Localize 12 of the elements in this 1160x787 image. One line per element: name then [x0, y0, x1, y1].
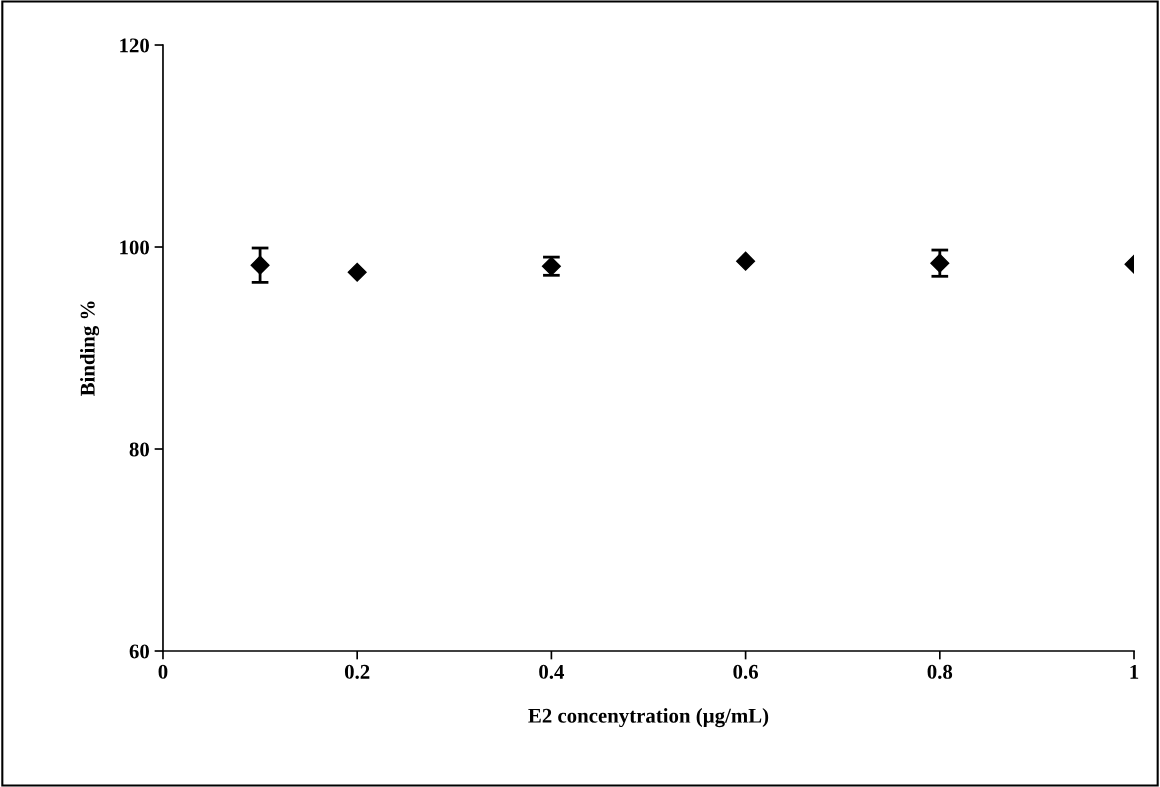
x-tick-label: 0.2 [344, 664, 370, 679]
x-tick-label: 0 [158, 664, 168, 679]
x-tick-label: 0.8 [927, 664, 953, 679]
x-tick-label: 0.4 [539, 664, 565, 679]
x-tick-label: 0.6 [733, 664, 759, 679]
y-tick-label: 60 [129, 644, 149, 659]
y-tick-label: 120 [120, 38, 149, 53]
y-tick-label: 80 [129, 442, 149, 457]
y-tick-label: 100 [120, 240, 149, 255]
y-axis-title: Binding % [80, 301, 100, 397]
x-tick-label: 1 [1130, 664, 1139, 679]
x-axis-title: E2 concenytration (µg/mL) [528, 708, 769, 728]
